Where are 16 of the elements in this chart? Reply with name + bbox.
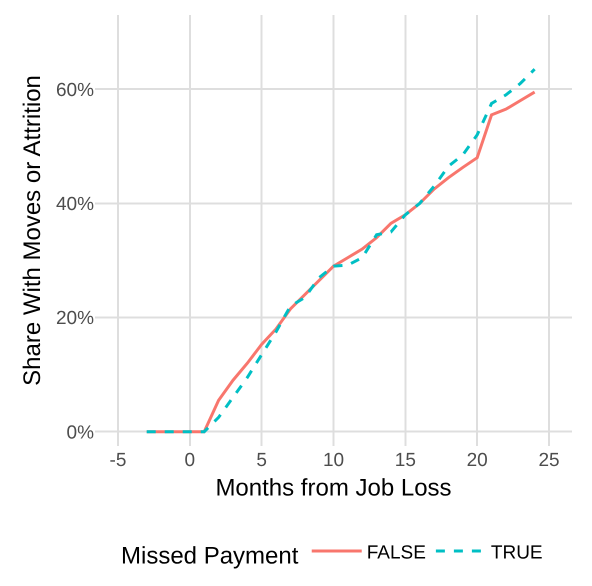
y-tick-label: 20% [56,308,94,330]
legend-label: TRUE [490,542,543,564]
y-axis-title: Share With Moves or Attrition [19,75,46,386]
x-tick-label: -5 [110,450,126,471]
y-tick-label: 60% [56,80,94,101]
x-tick-label: 5 [256,450,267,471]
legend-title: Missed Payment [121,542,299,570]
x-tick-label: 25 [538,450,560,471]
x-tick-label: 15 [394,450,416,471]
y-tick-label: 40% [56,194,94,216]
x-tick-label: 0 [184,450,196,471]
y-tick-label: 0% [66,422,94,444]
legend-label: FALSE [366,542,426,564]
x-axis-title: Months from Job Loss [215,474,452,502]
x-tick-label: 10 [322,450,344,471]
x-tick-label: 20 [466,450,488,471]
